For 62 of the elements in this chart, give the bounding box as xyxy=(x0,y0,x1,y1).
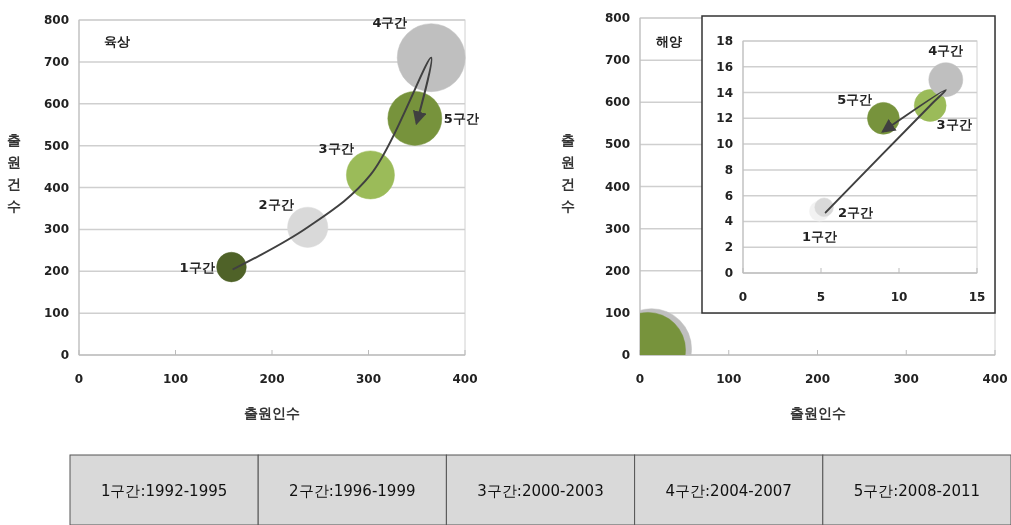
x-tick-label: 10 xyxy=(890,290,908,304)
y-axis-title: 출원건수 xyxy=(561,132,575,214)
y-tick-label: 600 xyxy=(43,96,69,111)
text: 3구간:2000-2003 xyxy=(477,482,604,500)
series-label: 2구간 xyxy=(838,205,874,221)
y-tick-label: 700 xyxy=(604,53,630,68)
y-tick-label: 100 xyxy=(604,305,630,320)
y-tick-label: 500 xyxy=(604,137,630,152)
series-label: 3구간 xyxy=(936,117,972,133)
y-tick-label: 18 xyxy=(716,34,733,48)
y-tick-label: 0 xyxy=(621,348,630,362)
y-tick-label: 200 xyxy=(604,263,630,278)
x-tick-label: 0 xyxy=(74,372,84,386)
series-label: 4구간 xyxy=(372,15,408,31)
y-tick-label: 200 xyxy=(43,264,69,279)
y-tick-label: 12 xyxy=(716,111,733,126)
y-tick-label: 16 xyxy=(716,59,733,74)
y-tick-label: 4 xyxy=(724,214,733,229)
series-label: 1구간 xyxy=(801,229,837,245)
series-label: 5구간 xyxy=(837,91,873,107)
x-tick-label: 0 xyxy=(635,372,645,386)
text: 육상 xyxy=(104,34,130,49)
x-tick-label: 15 xyxy=(968,290,986,304)
x-tick-label: 300 xyxy=(355,372,382,386)
x-tick-label: 5 xyxy=(816,290,826,304)
x-tick-label: 100 xyxy=(162,372,189,386)
y-tick-label: 600 xyxy=(604,95,630,110)
y-tick-label: 800 xyxy=(604,11,630,25)
y-tick-label: 300 xyxy=(43,222,69,237)
y-tick-label: 14 xyxy=(716,85,733,100)
text: 1구간:1992-1995 xyxy=(100,482,228,500)
y-tick-label: 10 xyxy=(716,137,733,152)
y-tick-label: 400 xyxy=(43,180,69,195)
y-tick-label: 0 xyxy=(724,266,733,280)
y-tick-label: 100 xyxy=(43,306,69,321)
x-tick-label: 400 xyxy=(452,372,478,386)
x-tick-label: 400 xyxy=(982,372,1008,386)
series-label: 3구간 xyxy=(318,141,354,157)
x-tick-label: 200 xyxy=(804,372,831,386)
y-tick-label: 0 xyxy=(60,348,69,362)
series-label: 2구간 xyxy=(258,197,294,213)
y-tick-label: 700 xyxy=(43,54,69,69)
y-tick-label: 6 xyxy=(724,188,733,203)
x-axis-title: 출원인수 xyxy=(244,405,300,421)
text: 2구간:1996-1999 xyxy=(289,482,416,500)
x-axis-title: 출원인수 xyxy=(789,405,846,421)
text: 해양 xyxy=(656,34,682,49)
series-label: 5구간 xyxy=(443,111,479,127)
text: 4구간:2004-2007 xyxy=(665,482,792,500)
y-tick-label: 800 xyxy=(43,13,69,27)
text: 5구간:2008-2011 xyxy=(853,482,981,500)
series-label: 1구간 xyxy=(179,260,215,276)
y-tick-label: 500 xyxy=(43,138,69,153)
y-axis-title: 출원건수 xyxy=(7,132,21,214)
x-tick-label: 200 xyxy=(259,372,285,386)
y-tick-label: 2 xyxy=(724,240,733,255)
y-tick-label: 8 xyxy=(724,162,733,177)
series-label: 4구간 xyxy=(928,42,964,58)
x-tick-label: 300 xyxy=(893,372,919,386)
x-tick-label: 0 xyxy=(738,290,748,304)
y-tick-label: 300 xyxy=(604,221,630,236)
y-tick-label: 400 xyxy=(604,179,630,194)
